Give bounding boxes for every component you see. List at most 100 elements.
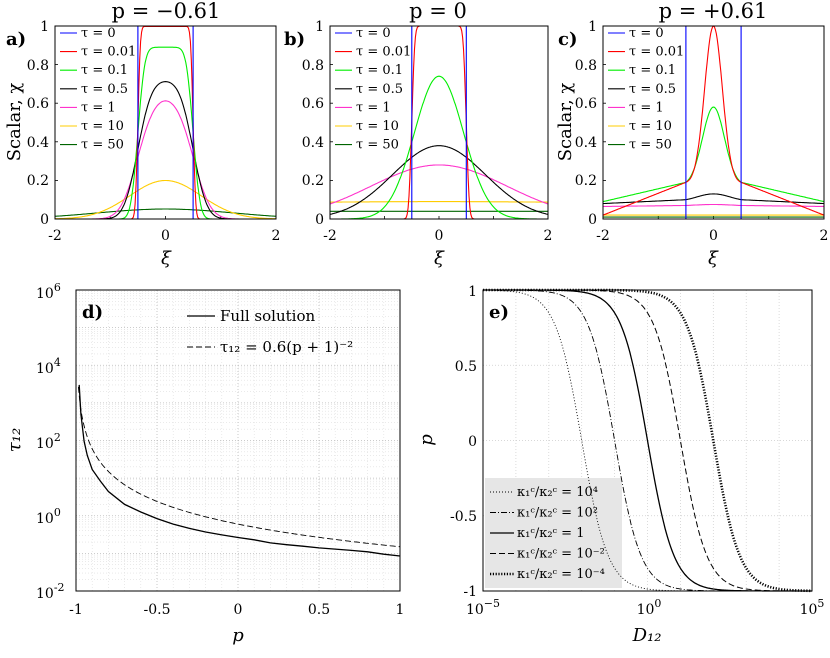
panel-a-xtick: -2: [48, 228, 62, 244]
panel-d-ytick-exp: 2: [54, 431, 61, 444]
panel-c-title: p = +0.61: [659, 0, 768, 23]
panel-c-legend-entry: τ = 0.5: [629, 82, 676, 97]
panel-b-ytick: 0.8: [302, 58, 324, 74]
panel-a-title: p = −0.61: [112, 0, 221, 23]
panel-b-legend-entry: τ = 50: [356, 138, 399, 153]
panel-e-series-line: [483, 289, 812, 592]
panel-b-legend-entry: τ = 10: [356, 119, 399, 134]
panel-c-series-line: [602, 193, 825, 205]
panel-b-label: b): [284, 29, 305, 50]
panel-b-legend: τ = 0 τ = 0.01 τ = 0.1 τ = 0.5 τ = 1 τ = 10 τ …: [335, 26, 411, 153]
panel-a-ylabel: Scalar, χ: [4, 83, 25, 162]
panel-d-ytick: 100: [36, 506, 61, 527]
panel-b-series-line: [329, 145, 549, 215]
panel-c-legend-entry: τ = 50: [629, 138, 672, 153]
panel-b-legend-entry: τ = 0.1: [356, 63, 403, 78]
panel-d-legend-entry: Full solution: [220, 307, 315, 325]
panel-d-ytick: 102: [36, 431, 61, 452]
panel-e-legend-entry: κ₁ᶜ/κ₂ᶜ = 10⁻⁴: [517, 567, 605, 582]
panel-c-ytick: 0.8: [575, 58, 597, 74]
panel-e-xtick: 100: [637, 597, 662, 618]
panel-c-yticks: 0 0.2 0.4 0.6 0.8 1: [575, 19, 597, 228]
panel-b-xtick: 0: [435, 228, 444, 244]
panel-d-xlabel: p: [232, 625, 244, 646]
panel-e-ytick: 0.5: [455, 359, 477, 375]
panel-a-xticks: -2 0 2: [48, 228, 280, 244]
panel-b-legend-entry: τ = 0.5: [356, 82, 403, 97]
panel-d-curves: [77, 384, 401, 557]
panel-d-label: d): [82, 302, 103, 323]
panel-d-ytick-exp: 4: [54, 356, 61, 369]
panel-c-xtick: 0: [709, 228, 718, 244]
panel-a-legend-entry: τ = 0.5: [81, 82, 128, 97]
panel-c-legend: τ = 0 τ = 0.01 τ = 0.1 τ = 0.5 τ = 1 τ = 10 τ …: [608, 26, 684, 153]
panel-d-xtick: 0.5: [308, 602, 330, 618]
panel-b-xticks: -2 0 2: [323, 228, 552, 244]
panel-a-xlabel: ξ: [161, 248, 172, 269]
panel-d-yticks: 106 104 102 100 10-2: [36, 281, 65, 602]
panel-c: p = +0.61 -2 0 2 0 0.2 0.4 0.6 0.8 1 ξ S…: [555, 0, 828, 269]
panel-a-legend-entry: τ = 1: [81, 100, 116, 115]
panel-d-legend: Full solution τ₁₂ = 0.6(p + 1)⁻²: [187, 307, 353, 356]
panel-e-ytick: -0.5: [450, 509, 477, 525]
panel-b-series-line: [330, 201, 548, 203]
panel-a-ytick: 0.6: [27, 96, 49, 112]
panel-c-ylabel: Scalar, χ: [555, 83, 576, 162]
panel-a-xtick: 0: [161, 228, 170, 244]
panel-c-xtick: -2: [596, 228, 610, 244]
panel-d-xtick: -0.5: [144, 602, 171, 618]
panel-e-ytick: 1: [468, 284, 477, 300]
panel-e-xticks: 10−5 100 105: [466, 597, 824, 618]
panel-c-ytick: 0.2: [575, 173, 597, 189]
panel-c-series-line: [602, 106, 825, 203]
panel-e-legend-entry: κ₁ᶜ/κ₂ᶜ = 1: [517, 526, 584, 541]
panel-c-xlabel: ξ: [708, 248, 719, 269]
panel-e: 10−5 100 105 -1 -0.5 0 0.5 1 D₁₂ p e) κ₁…: [416, 284, 824, 646]
panel-e-frame: [482, 289, 813, 592]
panel-d-xtick: 0: [234, 602, 243, 618]
panel-e-ytick: -1: [463, 584, 477, 600]
panel-a-ytick: 0.8: [27, 58, 49, 74]
panel-a-ytick: 0.4: [27, 135, 49, 151]
panel-b-xtick: -2: [323, 228, 337, 244]
panel-c-legend-entry: τ = 1: [629, 100, 664, 115]
panel-c-ytick: 0: [588, 212, 597, 228]
panel-e-legend-entry: κ₁ᶜ/κ₂ᶜ = 10⁻²: [517, 547, 605, 562]
panel-a-legend: τ = 0 τ = 0.01 τ = 0.1 τ = 0.5 τ = 1 τ = 10 τ …: [60, 26, 136, 153]
panel-d-ytick: 104: [36, 356, 61, 377]
panel-a-series-line: [54, 179, 277, 220]
panel-e-xtick: 105: [800, 597, 825, 618]
panel-e-label: e): [489, 302, 509, 323]
panel-c-legend-entry: τ = 10: [629, 119, 672, 134]
panel-a-series-line: [54, 208, 277, 217]
panel-d-fit-line: [77, 386, 401, 548]
panel-c-xticks: -2 0 2: [596, 228, 828, 244]
panel-d-ytick-exp: 6: [54, 281, 61, 294]
panel-d-ytick: 10-2: [36, 581, 65, 602]
panel-b-legend-entry: τ = 1: [356, 100, 391, 115]
panel-d-frame: [75, 289, 401, 592]
panel-a-legend-entry: τ = 0: [81, 26, 116, 41]
panel-b-ytick: 0.6: [302, 96, 324, 112]
panel-e-legend: κ₁ᶜ/κ₂ᶜ = 10⁴ κ₁ᶜ/κ₂ᶜ = 10² κ₁ᶜ/κ₂ᶜ = 1 κ₁ᶜ…: [490, 485, 605, 582]
panel-e-ylabel: p: [416, 434, 437, 446]
panel-b-ytick: 1: [315, 19, 324, 35]
panel-c-series-line: [602, 203, 825, 208]
panel-a-legend-entry: τ = 0.01: [81, 45, 136, 60]
panel-a-xtick: 2: [272, 228, 281, 244]
panel-d-full-solution-line: [78, 384, 401, 557]
panel-e-xtick: 10−5: [466, 597, 500, 618]
panel-c-legend-entry: τ = 0.1: [629, 63, 676, 78]
panel-a-ytick: 0: [40, 212, 49, 228]
panel-d-ytick-exp: -2: [54, 581, 65, 594]
panel-d-ylabel: τ₁₂: [4, 428, 25, 452]
panel-d-grid: [75, 289, 401, 592]
panel-a-frame: [54, 25, 277, 220]
panel-b-frame: [329, 25, 549, 220]
panel-b-ytick: 0.2: [302, 173, 324, 189]
panel-b-title: p = 0: [409, 0, 467, 23]
panel-d-ytick: 106: [36, 281, 61, 302]
panel-c-ytick: 0.6: [575, 96, 597, 112]
panel-a-ytick: 1: [40, 19, 49, 35]
